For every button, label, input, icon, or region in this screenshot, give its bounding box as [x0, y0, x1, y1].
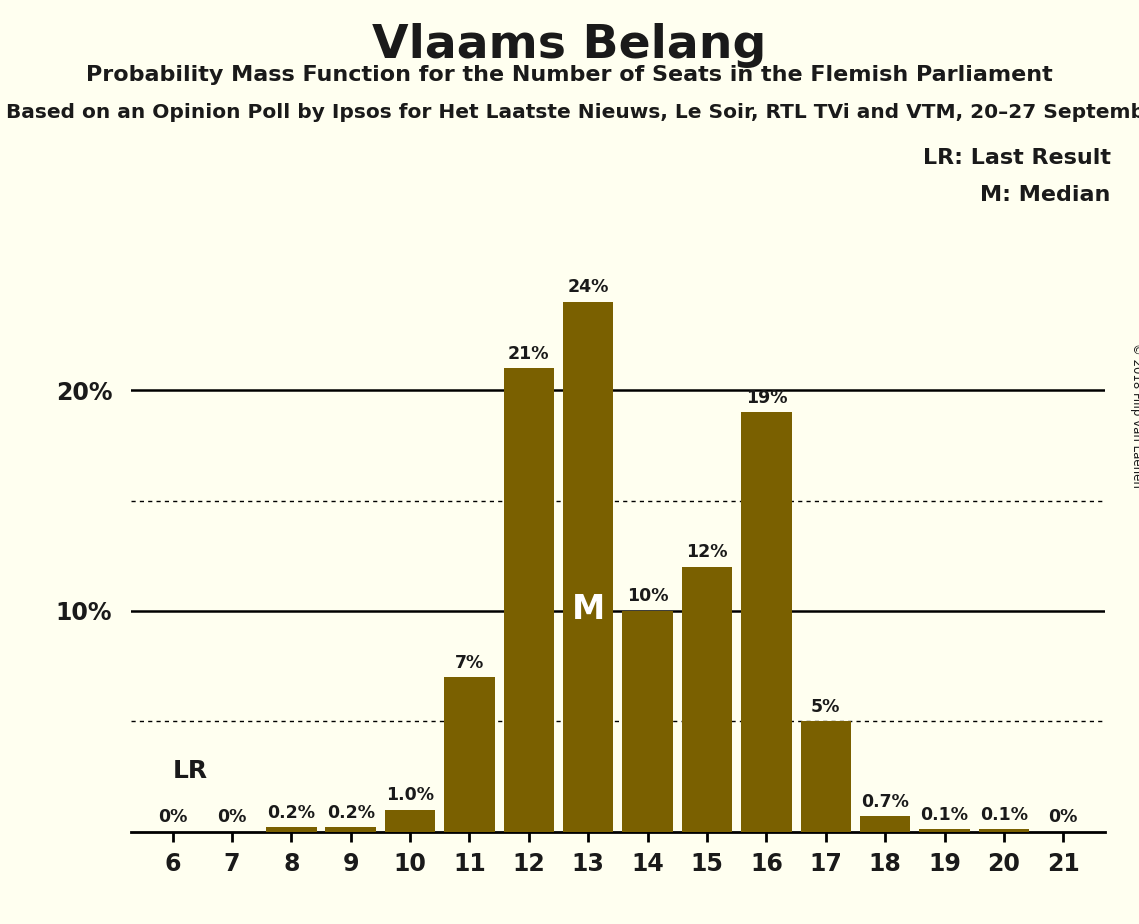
Text: 0.7%: 0.7%: [861, 793, 909, 810]
Text: 0%: 0%: [158, 808, 187, 826]
Bar: [978, 830, 1030, 832]
Text: M: M: [572, 592, 605, 626]
Text: 0.1%: 0.1%: [920, 806, 968, 824]
Bar: [682, 566, 732, 832]
Bar: [385, 809, 435, 832]
Text: 12%: 12%: [686, 543, 728, 561]
Text: LR: LR: [172, 759, 207, 783]
Bar: [801, 722, 851, 832]
Text: M: Median: M: Median: [981, 185, 1111, 205]
Bar: [444, 677, 494, 832]
Bar: [741, 412, 792, 832]
Text: 7%: 7%: [454, 653, 484, 672]
Text: 21%: 21%: [508, 345, 550, 362]
Text: 10%: 10%: [626, 588, 669, 605]
Text: 24%: 24%: [567, 278, 609, 297]
Bar: [860, 816, 910, 832]
Bar: [919, 830, 969, 832]
Text: 5%: 5%: [811, 698, 841, 716]
Text: Probability Mass Function for the Number of Seats in the Flemish Parliament: Probability Mass Function for the Number…: [87, 65, 1052, 85]
Text: Vlaams Belang: Vlaams Belang: [372, 23, 767, 68]
Text: LR: Last Result: LR: Last Result: [923, 148, 1111, 168]
Bar: [503, 368, 554, 832]
Bar: [563, 302, 614, 832]
Text: 19%: 19%: [746, 389, 787, 407]
Bar: [326, 827, 376, 832]
Bar: [622, 611, 673, 832]
Text: © 2018 Filip van Laenen: © 2018 Filip van Laenen: [1130, 344, 1139, 488]
Text: 0%: 0%: [218, 808, 247, 826]
Text: 0.2%: 0.2%: [327, 804, 375, 821]
Text: 0.1%: 0.1%: [980, 806, 1027, 824]
Text: Based on an Opinion Poll by Ipsos for Het Laatste Nieuws, Le Soir, RTL TVi and V: Based on an Opinion Poll by Ipsos for He…: [6, 103, 1139, 123]
Text: 1.0%: 1.0%: [386, 786, 434, 804]
Bar: [267, 827, 317, 832]
Text: 0.2%: 0.2%: [268, 804, 316, 821]
Text: 0%: 0%: [1049, 808, 1077, 826]
